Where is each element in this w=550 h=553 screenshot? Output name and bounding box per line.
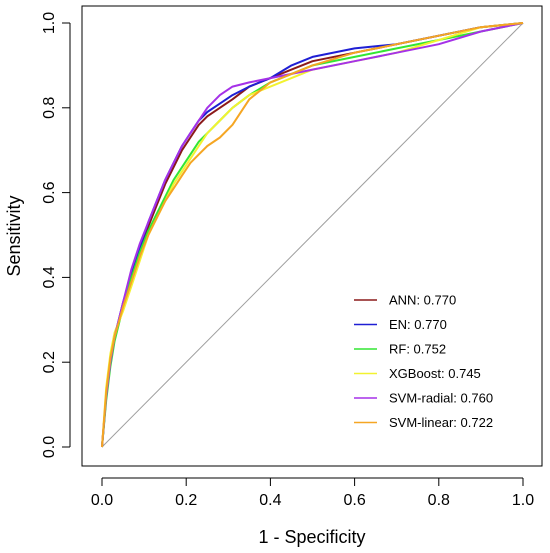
reference-diagonal: [101, 22, 524, 448]
y-tick-label: 0.8: [41, 97, 58, 119]
y-axis: 0.0 0.2 0.4 0.6 0.8 1.0: [41, 12, 71, 458]
x-tick-label: 0.6: [343, 492, 365, 509]
legend-label: SVM-radial: 0.760: [389, 391, 493, 406]
legend: ANN: 0.770 EN: 0.770 RF: 0.752 XGBoost: 0.7…: [354, 293, 493, 430]
x-axis: 0.0 0.2 0.4 0.6 0.8 1.0: [91, 477, 534, 509]
series-line: [101, 22, 524, 448]
legend-label: ANN: 0.770: [389, 293, 456, 308]
x-tick-label: 0.0: [91, 492, 113, 509]
y-tick-label: 0.0: [41, 436, 58, 458]
legend-label: RF: 0.752: [389, 342, 446, 357]
series-layer: [101, 22, 524, 448]
x-axis-title: 1 - Specificity: [258, 527, 365, 547]
legend-label: EN: 0.770: [389, 317, 447, 332]
y-tick-label: 0.4: [41, 266, 58, 288]
x-tick-label: 0.2: [175, 492, 197, 509]
x-tick-label: 0.8: [428, 492, 450, 509]
x-tick-label: 1.0: [512, 492, 534, 509]
y-axis-title: Sensitivity: [4, 195, 24, 276]
series-line: [101, 22, 524, 448]
plot-frame: [81, 5, 543, 467]
legend-label: XGBoost: 0.745: [389, 366, 481, 381]
y-tick-label: 0.2: [41, 351, 58, 373]
x-tick-label: 0.4: [259, 492, 281, 509]
y-tick-label: 1.0: [41, 12, 58, 34]
legend-label: SVM-linear: 0.722: [389, 415, 493, 430]
y-tick-label: 0.6: [41, 181, 58, 203]
